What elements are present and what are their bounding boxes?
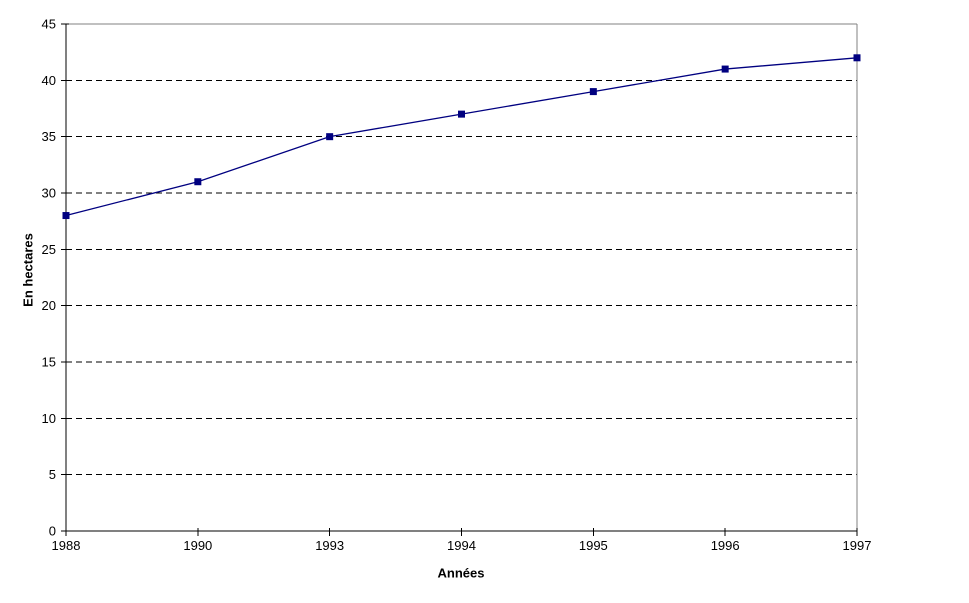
data-point-marker bbox=[326, 133, 334, 141]
x-tick-label: 1996 bbox=[711, 538, 740, 553]
y-tick-label: 15 bbox=[42, 355, 56, 370]
x-tick-label: 1993 bbox=[315, 538, 344, 553]
data-point-marker bbox=[458, 110, 465, 118]
data-point-marker bbox=[589, 88, 597, 96]
data-point-marker bbox=[853, 54, 861, 62]
y-tick-label: 25 bbox=[42, 242, 56, 257]
data-point-marker bbox=[62, 212, 70, 220]
y-tick-label: 40 bbox=[42, 73, 56, 88]
y-tick-label: 20 bbox=[42, 298, 56, 313]
y-tick-label: 0 bbox=[49, 524, 56, 539]
data-point-marker bbox=[721, 65, 729, 73]
x-tick-label: 1997 bbox=[843, 538, 872, 553]
y-tick-label: 35 bbox=[42, 129, 56, 144]
x-tick-label: 1994 bbox=[447, 538, 476, 553]
x-axis-title: Années bbox=[437, 565, 485, 581]
y-tick-label: 30 bbox=[42, 186, 56, 201]
x-tick-label: 1995 bbox=[579, 538, 608, 553]
y-tick-label: 5 bbox=[49, 467, 56, 482]
y-axis-title: En hectares bbox=[20, 233, 36, 307]
x-tick-label: 1990 bbox=[183, 538, 212, 553]
y-tick-label: 45 bbox=[42, 17, 56, 32]
data-point-marker bbox=[194, 178, 202, 186]
x-tick-label: 1988 bbox=[52, 538, 81, 553]
y-tick-label: 10 bbox=[42, 411, 56, 426]
